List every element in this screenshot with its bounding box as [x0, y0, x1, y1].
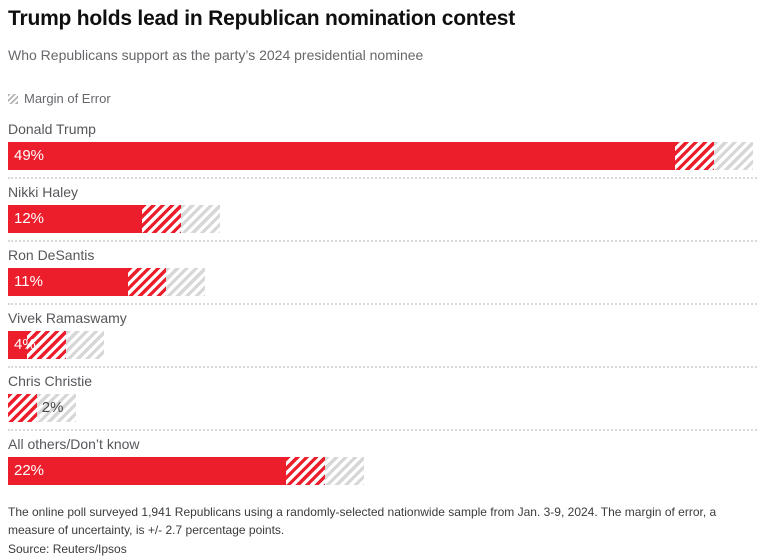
bar-value-label: 2% [41, 399, 64, 416]
bar-moe-outer-hatch [180, 205, 220, 233]
bar-moe-outer-hatch [36, 394, 76, 422]
bar-track: 22% [8, 457, 757, 485]
bar-value-label: 22% [14, 462, 45, 479]
category-label: Chris Christie [8, 373, 93, 389]
row-separator [8, 429, 757, 431]
bar-solid-segment [8, 331, 27, 359]
bar-solid-segment [8, 268, 128, 296]
bar-moe-inner-hatch [8, 394, 37, 422]
bar-track: 2% [8, 394, 757, 422]
row-separator [8, 240, 757, 242]
bar-moe-inner-hatch [286, 457, 325, 485]
bar-solid-segment [8, 457, 286, 485]
bar-track: 11% [8, 268, 757, 296]
bar-moe-inner-hatch [142, 205, 181, 233]
bar-row: Nikki Haley 12% [8, 185, 757, 248]
bar-chart: Donald Trump 49% Nikki Haley 12% Ron DeSanti… [8, 122, 757, 485]
chart-subtitle: Who Republicans support as the party’s 2… [8, 47, 424, 63]
category-label: Donald Trump [8, 121, 96, 137]
category-label: Nikki Haley [8, 184, 79, 200]
bar-row: Chris Christie 2% [8, 374, 757, 437]
margin-of-error-hatch-icon [8, 93, 18, 104]
category-label: Ron DeSantis [8, 247, 95, 263]
bar-moe-outer-hatch [324, 457, 364, 485]
legend-label: Margin of Error [24, 91, 111, 106]
bar-moe-inner-hatch [674, 142, 714, 170]
bar-value-label: 49% [14, 147, 45, 164]
bar-value-label: 12% [14, 210, 45, 227]
bar-moe-inner-hatch [26, 331, 66, 359]
bar-row: Vivek Ramaswamy 4% [8, 311, 757, 374]
bar-moe-outer-hatch [65, 331, 105, 359]
source-line: Source: Reuters/Ipsos [8, 542, 127, 556]
bar-solid-segment [8, 142, 675, 170]
legend: Margin of Error [8, 92, 757, 105]
bar-moe-outer-hatch [713, 142, 753, 170]
category-label: Vivek Ramaswamy [8, 310, 127, 326]
row-separator [8, 366, 757, 368]
bar-row: Donald Trump 49% [8, 122, 757, 185]
bar-track: 49% [8, 142, 757, 170]
bar-value-label: 11% [14, 273, 43, 290]
bar-row: All others/Don’t know 22% [8, 437, 757, 485]
bar-track: 4% [8, 331, 757, 359]
bar-moe-inner-hatch [127, 268, 167, 296]
bar-row: Ron DeSantis 11% [8, 248, 757, 311]
bar-solid-segment [8, 205, 142, 233]
methodology-note: The online poll surveyed 1,941 Republica… [8, 505, 717, 537]
chart-title: Trump holds lead in Republican nominatio… [8, 7, 516, 30]
bar-value-label: 4% [14, 336, 36, 353]
category-label: All others/Don’t know [8, 436, 140, 452]
bar-moe-outer-hatch [166, 268, 206, 296]
row-separator [8, 177, 757, 179]
row-separator [8, 303, 757, 305]
bar-track: 12% [8, 205, 757, 233]
